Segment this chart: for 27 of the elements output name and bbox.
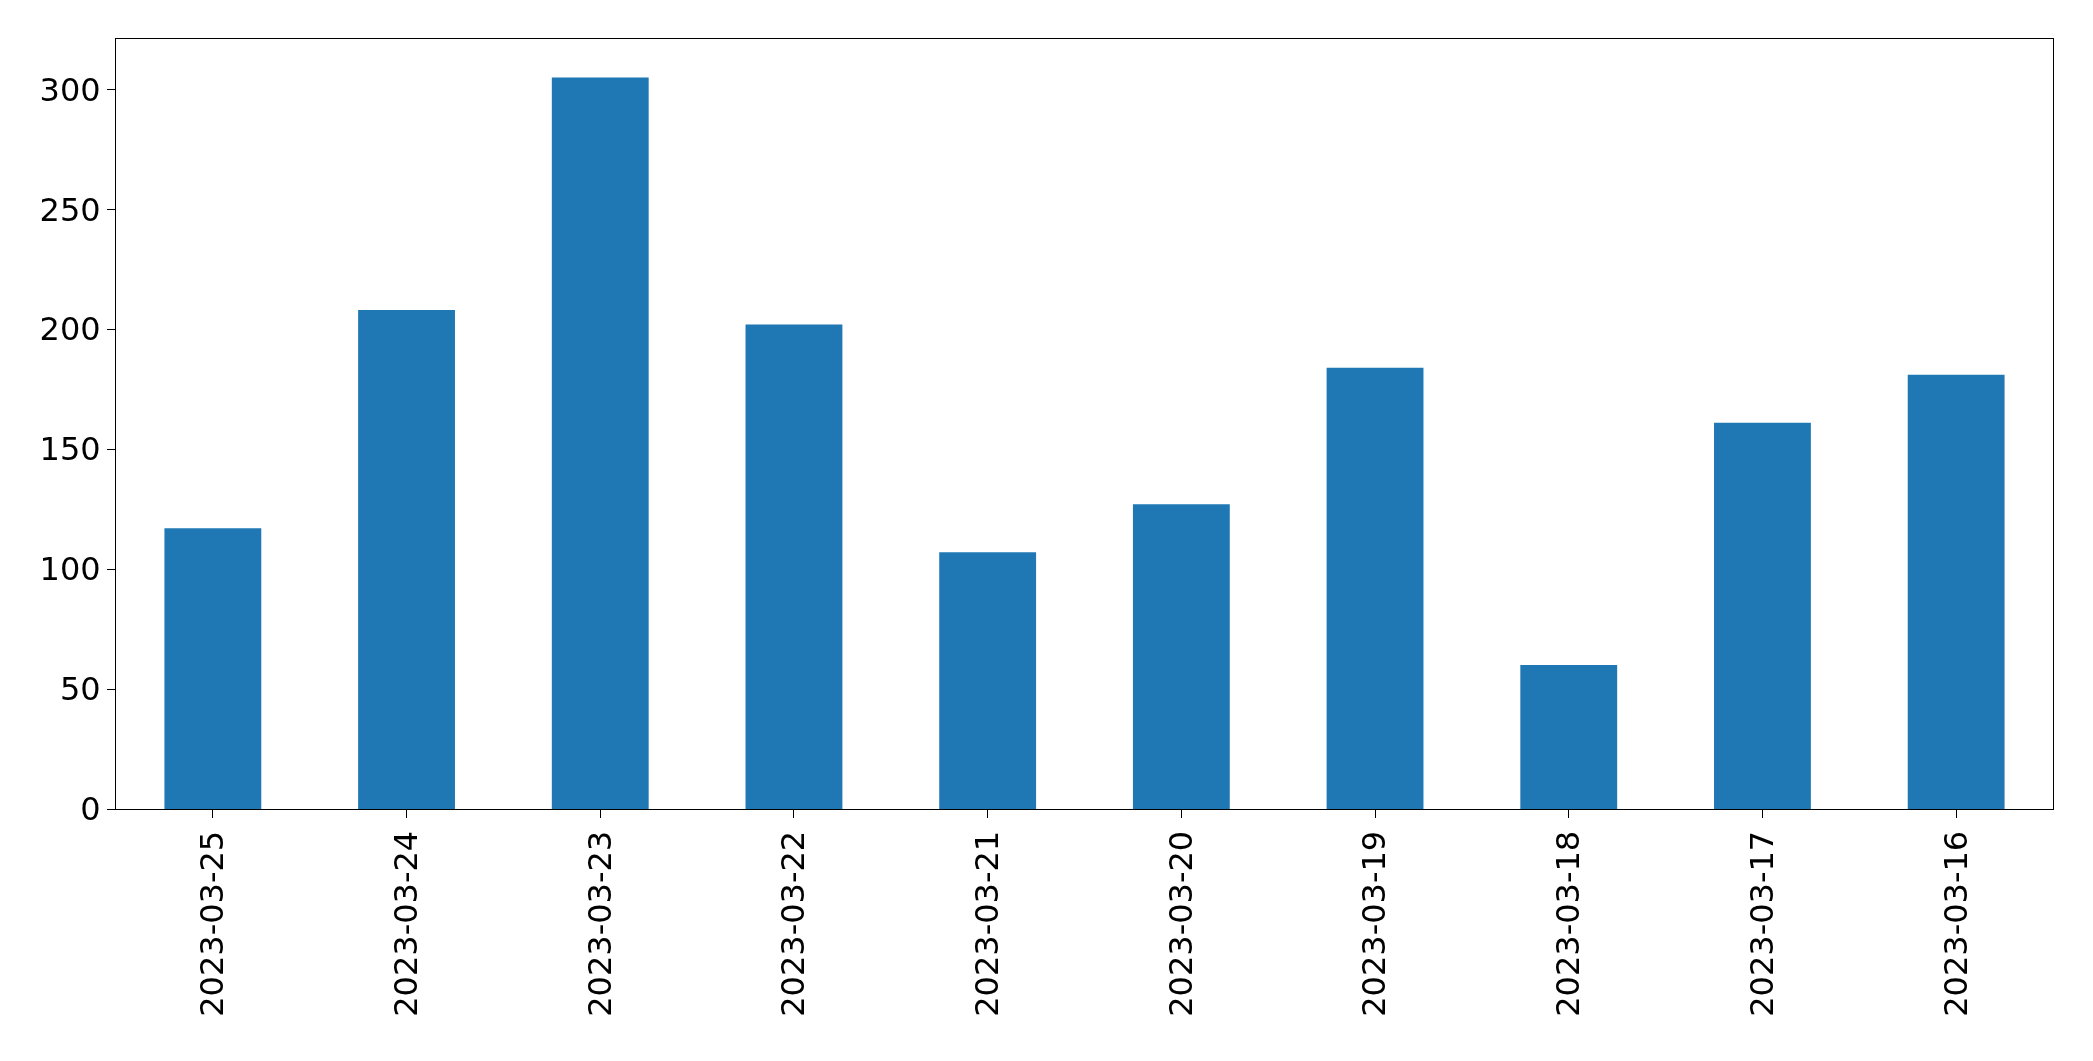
- bar: [939, 552, 1037, 809]
- y-tick-label: 150: [39, 430, 101, 469]
- x-tick-label: 2023-03-24: [386, 830, 425, 1017]
- x-tick-label: 2023-03-23: [580, 830, 619, 1017]
- x-tick-label: 2023-03-19: [1355, 830, 1394, 1017]
- x-tick-label: 2023-03-20: [1161, 830, 1200, 1017]
- bar: [164, 528, 262, 809]
- x-tick-label: 2023-03-18: [1549, 830, 1588, 1017]
- y-tick-label: 50: [59, 670, 101, 709]
- bar: [358, 310, 455, 809]
- x-tick-label: 2023-03-16: [1936, 830, 1975, 1017]
- x-tick-label: 2023-03-17: [1742, 830, 1781, 1017]
- x-tick-label: 2023-03-21: [968, 830, 1007, 1017]
- y-tick-label: 100: [39, 550, 101, 589]
- bar: [551, 77, 649, 809]
- x-tick-label: 2023-03-25: [193, 830, 232, 1017]
- bar: [1520, 665, 1618, 809]
- y-tick-label: 250: [39, 190, 101, 229]
- x-tick-label: 2023-03-22: [774, 830, 813, 1017]
- y-tick-label: 200: [39, 310, 101, 349]
- bar: [1907, 374, 2005, 809]
- bar: [1326, 367, 1424, 809]
- y-tick-label: 0: [80, 790, 101, 829]
- bar: [1714, 422, 1811, 809]
- bar: [1132, 504, 1230, 809]
- y-tick-label: 300: [39, 70, 101, 109]
- bar: [745, 324, 843, 809]
